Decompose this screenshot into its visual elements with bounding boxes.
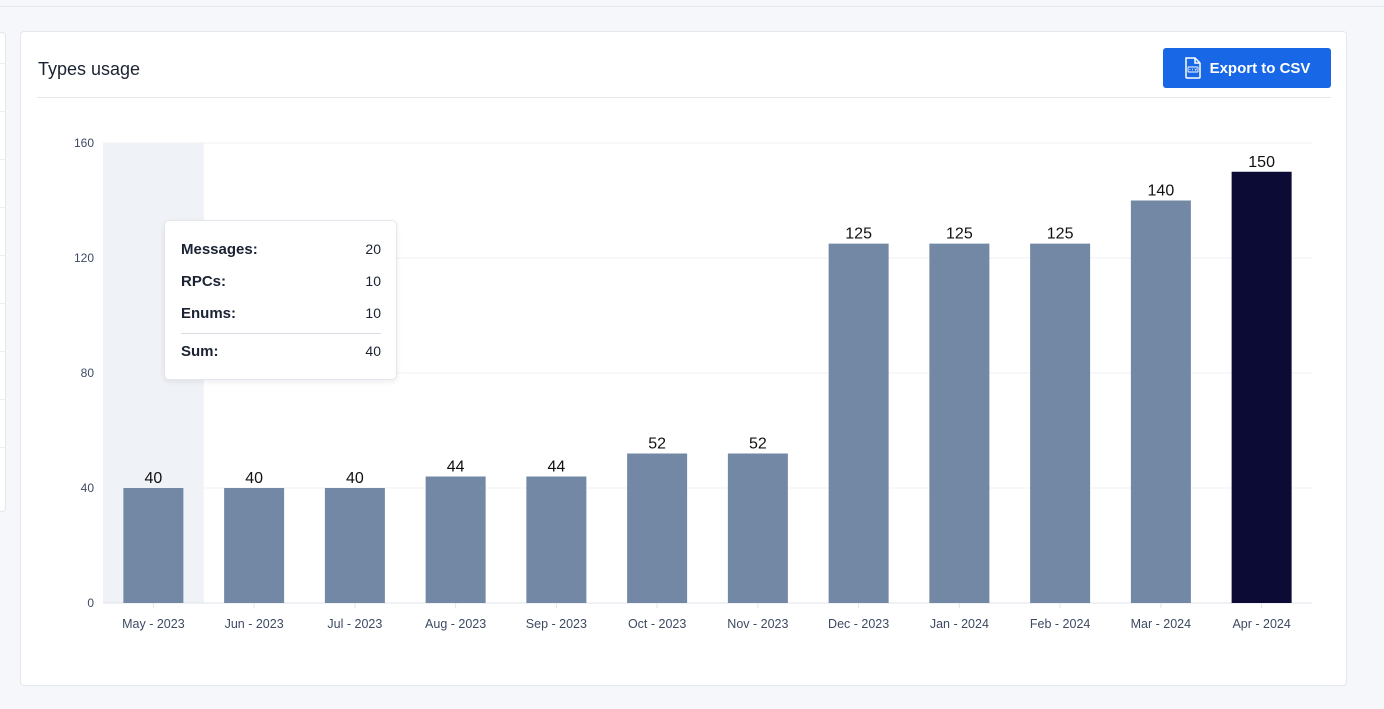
bar — [1231, 171, 1292, 603]
x-tick-label: Dec - 2023 — [828, 617, 889, 631]
x-tick-label: Sep - 2023 — [526, 617, 587, 631]
bar — [224, 488, 285, 603]
x-tick-label: Jul - 2023 — [327, 617, 382, 631]
left-panel-divider — [0, 255, 5, 256]
tooltip-row-rpcs: RPCs: 10 — [181, 271, 381, 291]
bar-value-label: 44 — [447, 459, 465, 476]
left-panel-divider — [0, 303, 5, 304]
bar — [526, 476, 587, 603]
tooltip-label: Sum: — [181, 342, 219, 360]
tooltip-row-sum: Sum: 40 — [181, 341, 381, 361]
x-tick-label: Jan - 2024 — [930, 617, 989, 631]
x-tick-label: Jun - 2023 — [225, 617, 284, 631]
bar-value-label: 52 — [749, 436, 767, 453]
x-tick-label: May - 2023 — [122, 617, 185, 631]
x-tick-label: Nov - 2023 — [727, 617, 788, 631]
bar-value-label: 44 — [547, 459, 565, 476]
bar-value-label: 125 — [1047, 226, 1074, 243]
x-tick-label: Mar - 2024 — [1131, 617, 1191, 631]
x-tick-label: Feb - 2024 — [1030, 617, 1091, 631]
bar — [1130, 200, 1191, 603]
left-panel-divider — [0, 207, 5, 208]
bar — [123, 488, 184, 603]
x-tick-label: Apr - 2024 — [1232, 617, 1290, 631]
bar — [929, 243, 990, 603]
tooltip-value: 10 — [365, 305, 381, 321]
types-usage-chart: 0 40 80 120 160 40 May - 2023 40 Jun - 2023 40 Jul… — [74, 136, 1312, 631]
top-strip — [0, 0, 1384, 7]
card-title: Types usage — [38, 59, 141, 79]
bar — [425, 476, 486, 603]
csv-file-icon — [1184, 57, 1202, 79]
left-panel-divider — [0, 111, 5, 112]
left-panel-edge — [0, 32, 6, 512]
tooltip-row-messages: Messages: 20 — [181, 239, 381, 259]
left-panel-divider — [0, 159, 5, 160]
y-tick-label: 40 — [81, 481, 95, 495]
left-panel-divider — [0, 63, 5, 64]
bar — [828, 243, 889, 603]
y-tick-label: 0 — [87, 596, 94, 610]
tooltip-label: RPCs: — [181, 272, 227, 290]
y-tick-label: 160 — [74, 136, 94, 150]
tooltip-row-enums: Enums: 10 — [181, 303, 381, 323]
bar-value-label: 125 — [946, 226, 973, 243]
x-tick-label: Aug - 2023 — [425, 617, 486, 631]
bar — [627, 453, 688, 603]
tooltip-value: 10 — [365, 273, 381, 289]
bar-value-label: 52 — [648, 436, 666, 453]
bar-value-label: 125 — [845, 226, 872, 243]
tooltip-value: 20 — [365, 241, 381, 257]
bar-tooltip: Messages: 20 RPCs: 10 Enums: 10 Sum: 40 — [164, 220, 397, 380]
tooltip-value: 40 — [365, 343, 381, 359]
tooltip-divider — [181, 333, 381, 334]
bar-value-label: 150 — [1248, 154, 1275, 171]
bar — [1030, 243, 1091, 603]
bar — [324, 488, 385, 603]
bar-value-label: 140 — [1148, 183, 1175, 200]
left-panel-divider — [0, 399, 5, 400]
y-tick-label: 80 — [81, 366, 95, 380]
export-csv-button[interactable]: Export to CSV — [1163, 48, 1331, 88]
export-csv-label: Export to CSV — [1209, 59, 1311, 77]
left-panel-divider — [0, 447, 5, 448]
bar — [727, 453, 788, 603]
tooltip-label: Enums: — [181, 304, 237, 322]
card-header: Types usage Export to CSV — [37, 32, 1331, 98]
left-panel-divider — [0, 351, 5, 352]
bar-value-label: 40 — [245, 470, 263, 487]
tooltip-label: Messages: — [181, 240, 258, 258]
x-tick-label: Oct - 2023 — [628, 617, 686, 631]
y-tick-label: 120 — [74, 251, 94, 265]
bar-value-label: 40 — [144, 470, 162, 487]
bar-value-label: 40 — [346, 470, 364, 487]
types-usage-card: 0 40 80 120 160 40 May - 2023 40 Jun - 2023 40 Jul… — [20, 31, 1347, 686]
